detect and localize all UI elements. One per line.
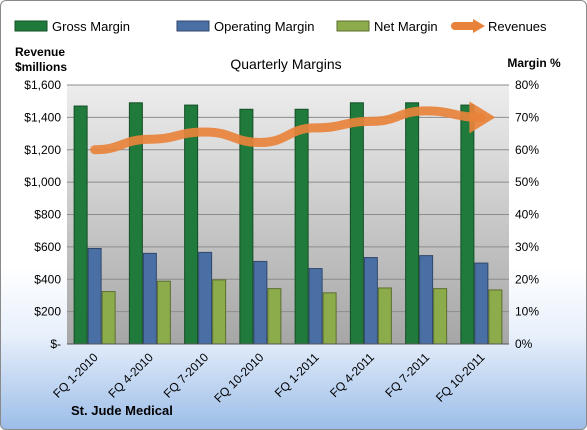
- bar-net-margin: [267, 288, 282, 345]
- bar-operating-margin: [198, 251, 213, 345]
- legend-swatch-gross-margin: [14, 20, 48, 32]
- bar-net-margin: [377, 287, 392, 345]
- x-tick-label: FQ 1-2010: [50, 350, 101, 401]
- revenue-arrow-head: [469, 101, 496, 134]
- legend-swatch-net-margin: [336, 20, 370, 32]
- footer-company: St. Jude Medical: [71, 403, 173, 418]
- left-axis-title-line2: $millions: [15, 60, 67, 74]
- left-tick-label: $1,200: [24, 143, 61, 157]
- bars: [73, 102, 503, 345]
- left-tick-label: $800: [34, 208, 61, 222]
- right-tick-label: 80%: [515, 78, 539, 92]
- left-tick-label: $-: [50, 337, 61, 351]
- x-tick-label: FQ 10-2011: [433, 350, 488, 405]
- right-tick-label: 70%: [515, 110, 539, 124]
- bar-gross-margin: [405, 102, 420, 345]
- left-tick-label: $200: [34, 305, 61, 319]
- bar-operating-margin: [87, 247, 102, 345]
- legend-label: Net Margin: [374, 19, 438, 34]
- right-tick-label: 20%: [515, 272, 539, 286]
- x-tick-label: FQ 7-2010: [161, 350, 212, 401]
- bar-operating-margin: [474, 262, 489, 345]
- bar-net-margin: [156, 280, 171, 345]
- x-tick-label: FQ 10-2010: [211, 350, 266, 405]
- left-tick-label: $1,600: [24, 78, 61, 92]
- right-axis-title: Margin %: [507, 56, 561, 70]
- bar-net-margin: [322, 292, 337, 345]
- left-tick-label: $1,000: [24, 175, 61, 189]
- legend-label: Revenues: [488, 19, 547, 34]
- bar-gross-margin: [73, 105, 88, 345]
- revenue-line: [90, 101, 496, 155]
- x-tick-label: FQ 7-2011: [382, 350, 432, 400]
- bar-gross-margin: [294, 108, 309, 345]
- right-tick-label: 30%: [515, 240, 539, 254]
- bar-gross-margin: [460, 104, 475, 345]
- revenue-line-path: [90, 106, 486, 155]
- bar-net-margin: [433, 288, 448, 345]
- legend-label: Gross Margin: [52, 19, 130, 34]
- bar-gross-margin: [349, 102, 364, 345]
- chart-title: Quarterly Margins: [230, 56, 341, 72]
- right-tick-label: 0%: [515, 337, 533, 351]
- left-axis-title-line1: Revenue: [15, 45, 65, 59]
- left-tick-label: $400: [34, 272, 61, 286]
- bar-operating-margin: [308, 268, 323, 345]
- left-tick-label: $600: [34, 240, 61, 254]
- bar-net-margin: [488, 289, 503, 345]
- x-tick-label: FQ 4-2010: [106, 350, 157, 401]
- legend: Gross Margin Operating Margin Net Margin Re…: [14, 19, 547, 34]
- bar-operating-margin: [419, 255, 434, 345]
- bar-operating-margin: [363, 257, 378, 345]
- legend-swatch-operating-margin: [176, 20, 210, 32]
- bar-net-margin: [212, 279, 227, 345]
- legend-arrow-revenues: [473, 19, 485, 33]
- x-tick-label: FQ 4-2011: [327, 350, 377, 400]
- legend-label: Operating Margin: [214, 19, 314, 34]
- left-tick-label: $1,400: [24, 110, 61, 124]
- bar-operating-margin: [253, 260, 268, 345]
- bar-net-margin: [101, 291, 116, 345]
- bar-operating-margin: [142, 252, 157, 345]
- bar-gross-margin: [184, 104, 199, 345]
- right-tick-label: 10%: [515, 305, 539, 319]
- right-tick-label: 60%: [515, 143, 539, 157]
- right-tick-label: 40%: [515, 208, 539, 222]
- right-tick-label: 50%: [515, 175, 539, 189]
- x-tick-label: FQ 1-2011: [272, 350, 322, 400]
